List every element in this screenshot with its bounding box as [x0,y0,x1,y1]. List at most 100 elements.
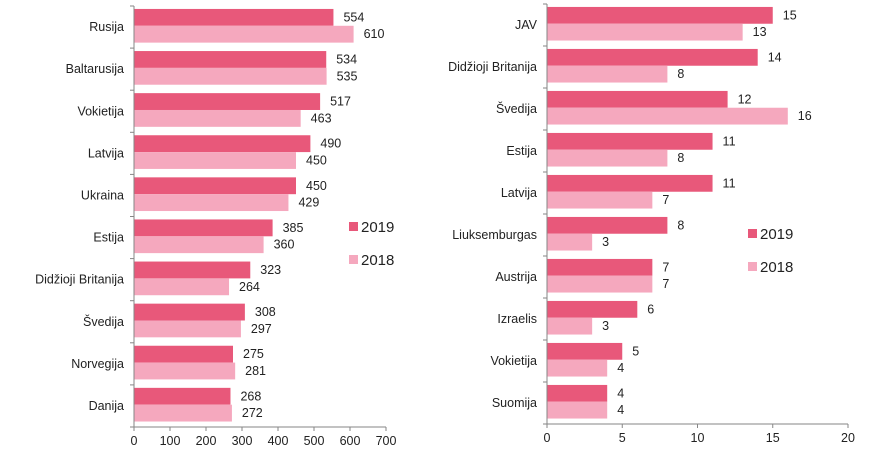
x-tick-label: 0 [544,431,551,445]
bar-2018 [134,109,301,127]
category-label: Didžioji Britanija [448,60,537,74]
legend-label-2018: 2018 [361,252,394,269]
bar-2019 [547,6,773,24]
x-tick-label: 300 [232,434,253,448]
value-label: 12 [738,92,752,106]
value-label: 429 [298,196,319,210]
x-tick-label: 700 [376,434,397,448]
legend-swatch-2019 [349,222,358,231]
bar-2019 [134,345,233,363]
bar-2018 [547,359,608,377]
value-label: 8 [677,218,684,232]
bar-2018 [134,362,236,380]
legend-label-2019: 2019 [361,219,394,236]
bar-2018 [547,23,743,41]
value-label: 554 [343,10,364,24]
value-label: 14 [768,50,782,64]
value-label: 8 [677,151,684,165]
category-label: Baltarusija [66,62,124,76]
bar-2019 [547,258,653,276]
category-label: Latvija [88,146,124,160]
bar-2018 [134,152,296,169]
chart-2: JAV 15 13 Didžioji Britanija 14 8 Švedija 12 16 E… [448,3,855,445]
bar-2019 [547,174,713,192]
value-label: 297 [251,322,272,336]
value-label: 275 [243,347,264,361]
bar-2018 [547,107,788,125]
bar-2018 [547,233,593,251]
value-label: 308 [255,305,276,319]
category-label: Izraelis [497,312,537,326]
value-label: 450 [306,179,327,193]
value-label: 268 [240,389,261,403]
value-label: 6 [647,302,654,316]
value-label: 7 [662,260,669,274]
value-label: 534 [336,52,357,66]
bar-2019 [134,93,321,110]
x-tick-label: 0 [131,434,138,448]
value-label: 281 [245,364,266,378]
value-label: 7 [662,193,669,207]
bar-2018 [547,191,653,209]
value-label: 8 [677,67,684,81]
bar-2019 [547,342,623,360]
bar-2018 [547,401,608,419]
bar-2019 [134,135,311,153]
x-tick-label: 20 [841,431,855,445]
x-tick-label: 500 [304,434,325,448]
category-label: Estija [93,231,124,245]
legend-swatch-2018 [349,255,358,264]
value-label: 517 [330,95,351,109]
bar-2019 [134,51,327,68]
category-label: Švedija [496,101,537,116]
bar-2018 [547,149,668,167]
bar-2018 [134,320,241,338]
bar-2019 [547,90,728,108]
category-label: Austrija [495,270,537,284]
bar-2019 [547,300,638,318]
category-label: Estija [506,144,537,158]
bar-2018 [134,236,264,254]
category-label: Latvija [501,186,537,200]
x-tick-label: 600 [340,434,361,448]
value-label: 535 [337,69,358,83]
value-label: 4 [617,386,624,400]
x-tick-label: 10 [691,431,705,445]
bar-2018 [134,25,354,43]
value-label: 385 [283,221,304,235]
category-label: JAV [515,18,538,32]
value-label: 4 [617,361,624,375]
value-label: 264 [239,280,260,294]
x-tick-label: 15 [766,431,780,445]
bar-2018 [547,317,593,335]
bar-2018 [547,275,653,293]
value-label: 3 [602,319,609,333]
bar-2018 [134,194,289,212]
bar-2019 [134,219,273,237]
bar-2018 [547,65,668,83]
bar-2019 [547,216,668,234]
x-tick-label: 100 [160,434,181,448]
value-label: 610 [364,27,385,41]
legend-swatch-2019 [748,229,757,238]
category-label: Suomija [492,396,537,410]
bar-2019 [134,177,296,195]
value-label: 490 [320,137,341,151]
category-label: Danija [89,399,124,413]
value-label: 323 [260,263,281,277]
category-label: Ukraina [81,188,124,202]
value-label: 463 [311,111,332,125]
value-label: 11 [723,134,736,148]
value-label: 450 [306,154,327,168]
category-label: Rusija [89,20,124,34]
bar-2019 [547,132,713,150]
value-label: 13 [753,25,767,39]
category-label: Švedija [83,314,124,329]
value-label: 3 [602,235,609,249]
bar-2019 [134,303,245,321]
bar-2019 [547,48,758,66]
category-label: Liuksemburgas [452,228,537,242]
value-label: 7 [662,277,669,291]
